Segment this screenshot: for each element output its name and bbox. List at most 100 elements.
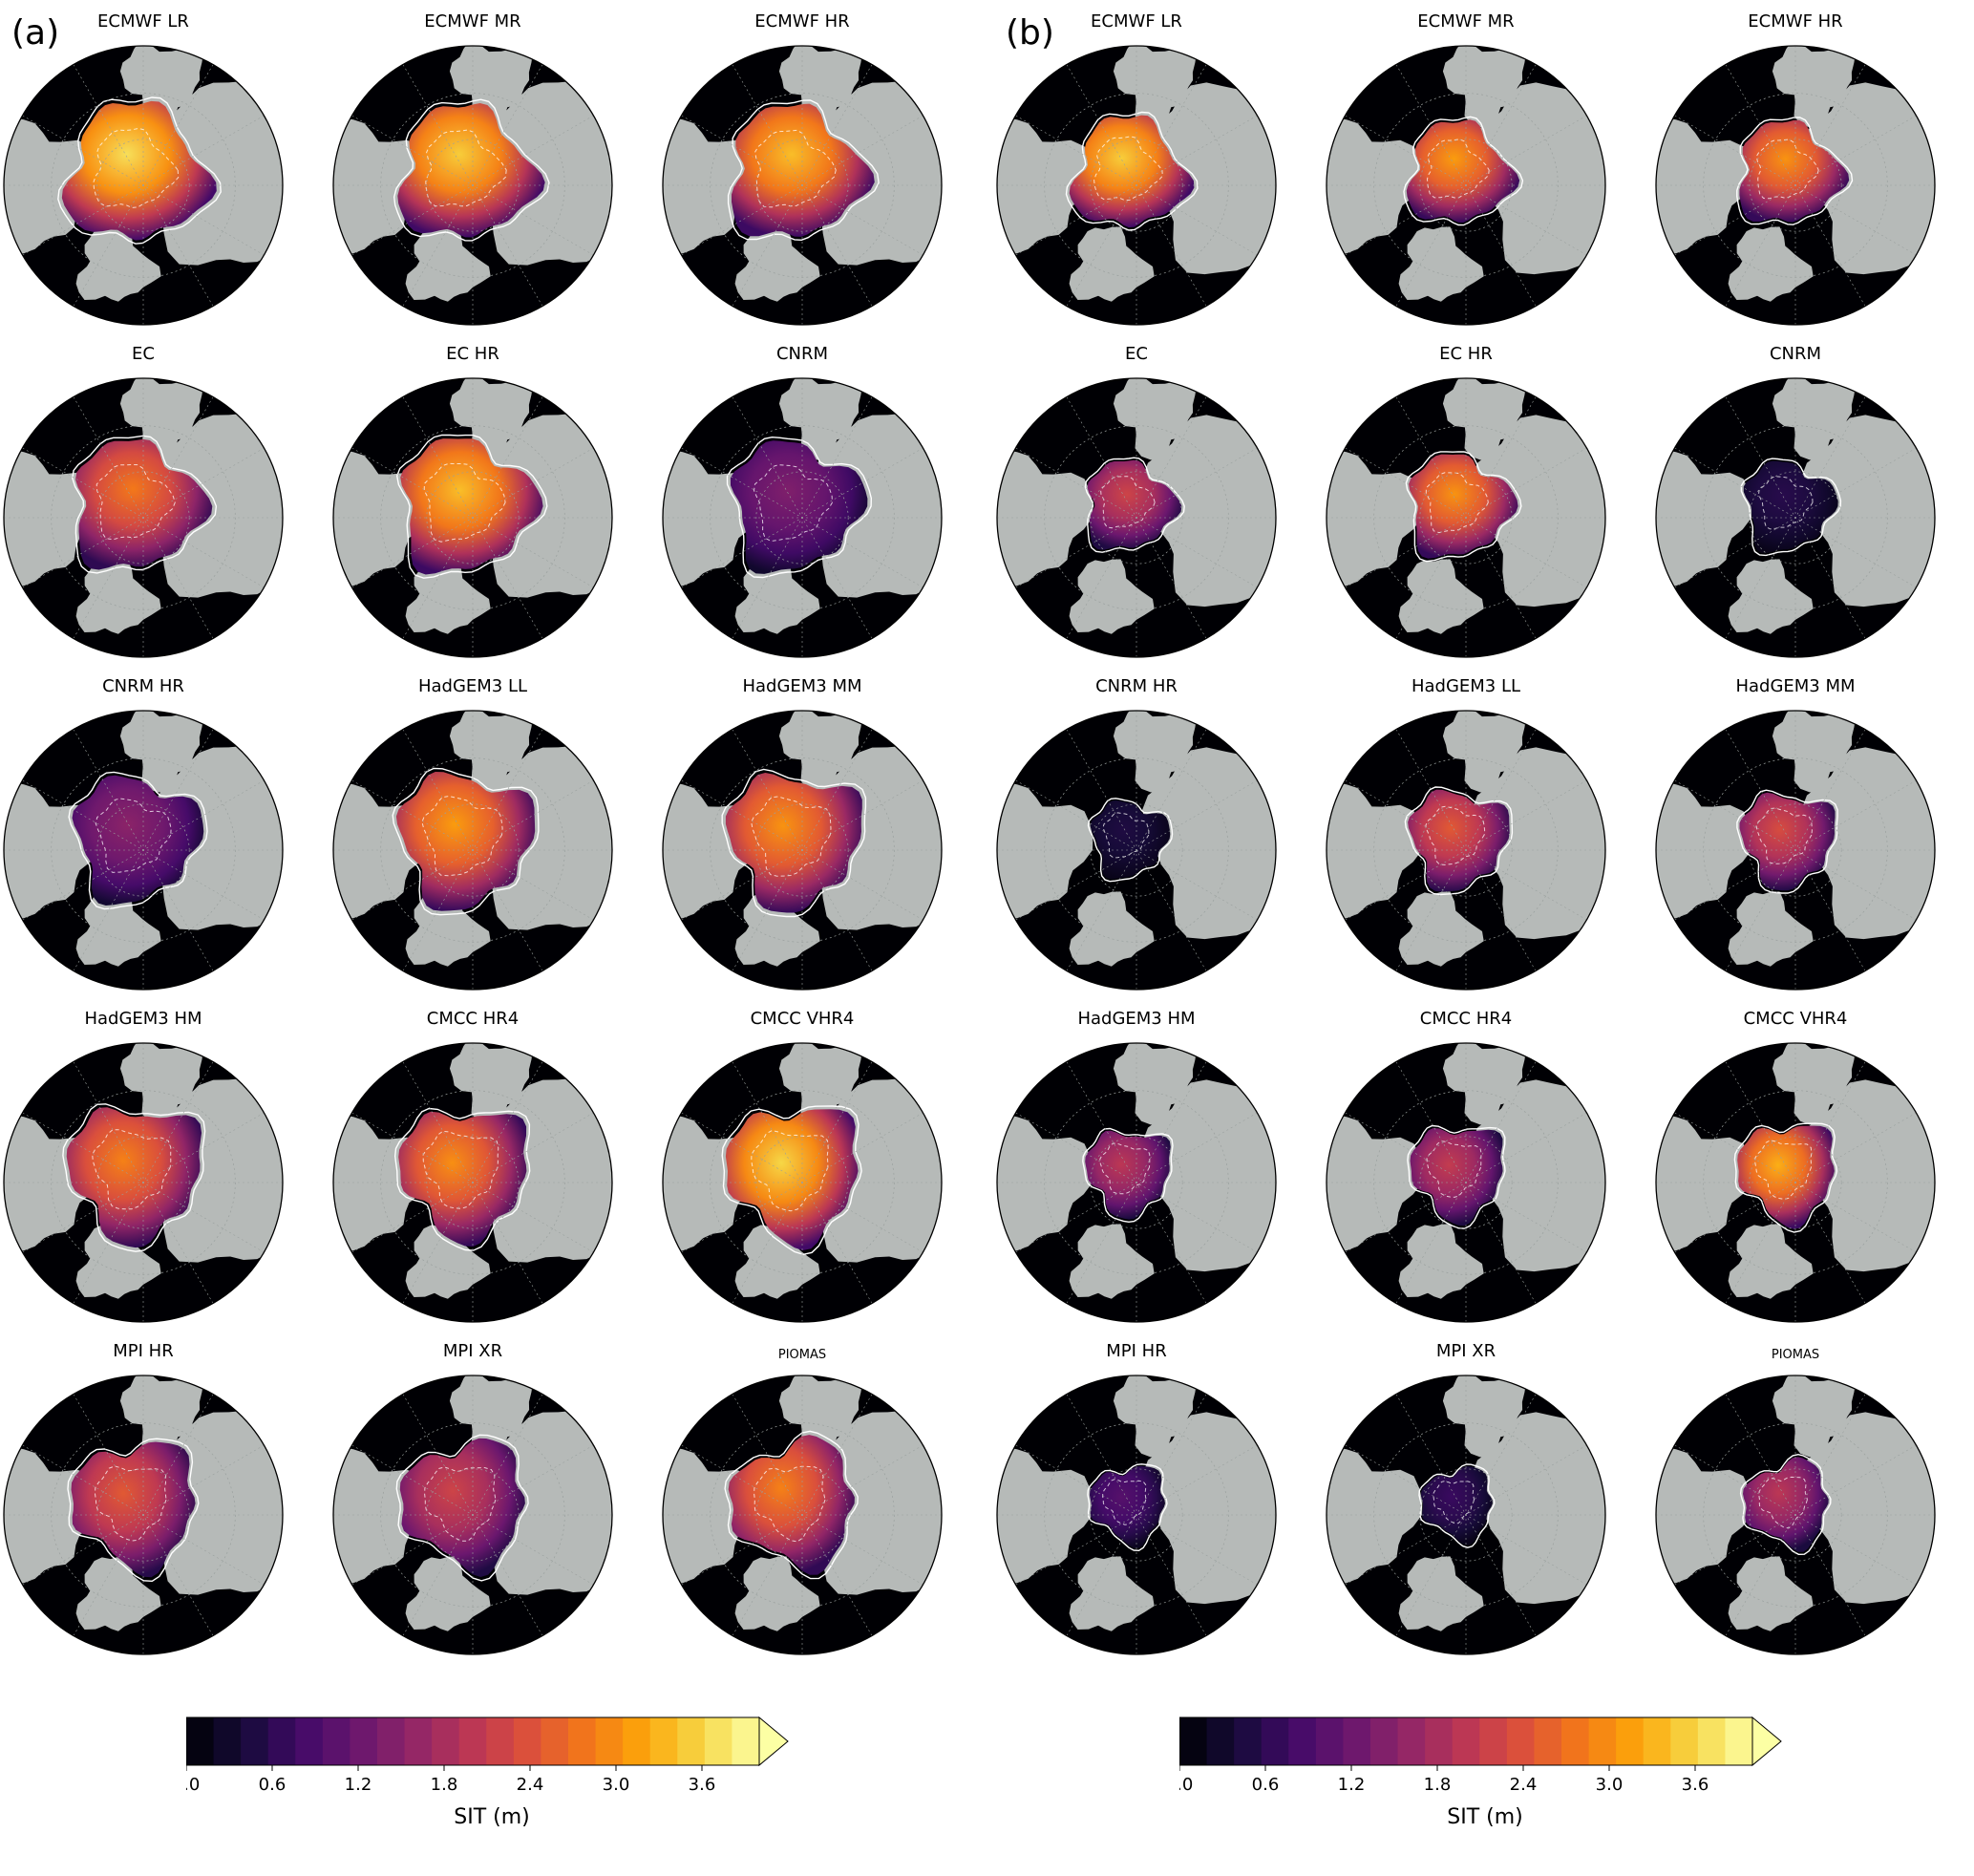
polar-map: [3, 1042, 284, 1323]
map-title: CNRM HR: [102, 676, 184, 696]
sea-ice-thickness: [725, 1109, 859, 1250]
land-greenland: [1728, 1224, 1814, 1299]
land-north-america: [1327, 1112, 1423, 1256]
map-panel: CMCC VHR4: [1652, 1009, 1939, 1323]
map-panel: HadGEM3 HM: [0, 1009, 287, 1323]
ice-edge-contour: [68, 771, 208, 910]
longitude-gridline: [1674, 447, 1917, 588]
land-greenland: [1728, 891, 1814, 967]
longitude-gridline: [681, 1444, 923, 1586]
polar-map: [332, 377, 613, 658]
colorbar-level: [1534, 1717, 1562, 1765]
colorbar-tick-label: 3.6: [689, 1775, 716, 1795]
map-panel: ECMWF HR: [1652, 11, 1939, 326]
latitude-gridline: [380, 1090, 565, 1275]
map-boundary: [332, 710, 613, 991]
map-boundary: [3, 377, 284, 658]
latitude-gridline: [380, 93, 565, 278]
colorbar-level: [1588, 1717, 1617, 1765]
land-siberia: [778, 1375, 863, 1458]
longitude-gridline: [22, 447, 265, 588]
land-eurasia: [158, 412, 283, 598]
colorbar-frame: [1179, 1716, 1752, 1766]
polar-map: [332, 1042, 613, 1323]
polar-map: [1655, 45, 1936, 326]
land-siberia: [1772, 46, 1857, 128]
longitude-gridline: [22, 115, 265, 256]
map-panel: EC: [0, 344, 287, 658]
longitude-gridline: [681, 115, 923, 256]
dashed-contour: [422, 1130, 499, 1209]
map-panel: ECMWF LR: [993, 11, 1280, 326]
map-panel: CMCC HR4: [329, 1009, 616, 1323]
longitude-gridline: [22, 1112, 265, 1253]
longitude-gridline: [351, 1444, 594, 1586]
map-boundary: [662, 1042, 943, 1323]
map-panel: CMCC VHR4: [659, 1009, 945, 1323]
polar-map: [332, 710, 613, 991]
colorbar-b-svg: 0.0 0.6 1.2 1.8 2.4 3.0 3.6: [1179, 1716, 1782, 1795]
land-greenland: [75, 226, 161, 302]
map-boundary: [1655, 377, 1936, 658]
map-title: MPI HR: [113, 1341, 174, 1361]
ice-edge-contour: [1087, 1463, 1168, 1552]
colorbar-level: [623, 1717, 651, 1765]
map-panel: HadGEM3 HM: [993, 1009, 1280, 1323]
land-north-america: [4, 1444, 100, 1588]
sea-ice-thickness: [1069, 115, 1195, 228]
latitude-gridline: [1373, 1090, 1559, 1275]
land-eurasia: [1142, 1412, 1276, 1605]
land-eurasia: [817, 1077, 942, 1263]
map-boundary: [996, 710, 1277, 991]
map-boundary: [1326, 1375, 1606, 1655]
sea-ice-thickness: [732, 103, 875, 237]
longitude-gridline: [1674, 1112, 1917, 1253]
land-eurasia: [1801, 415, 1935, 608]
land-eurasia: [487, 1077, 612, 1263]
colorbar-level: [458, 1717, 487, 1765]
colorbar-a-label: SIT (m): [454, 1805, 530, 1829]
land-eurasia: [1801, 1079, 1935, 1272]
latitude-gridline: [710, 425, 895, 610]
latitude-gridline: [755, 471, 849, 565]
polar-map: [662, 1042, 943, 1323]
colorbar-a-svg: 0.0 0.6 1.2 1.8 2.4 3.0 3.6: [186, 1716, 789, 1795]
map-title: ECMWF LR: [97, 11, 189, 32]
land-north-america: [4, 779, 100, 924]
land-eurasia: [487, 79, 612, 266]
sea-ice-thickness: [395, 772, 536, 911]
land-greenland: [405, 226, 491, 302]
land-north-america: [1656, 1112, 1752, 1256]
longitude-gridline: [1015, 447, 1258, 588]
map-boundary: [1655, 1375, 1936, 1655]
polar-map: [1326, 1375, 1606, 1655]
latitude-gridline: [51, 757, 236, 943]
colorbar-level: [1697, 1717, 1726, 1765]
latitude-gridline: [51, 1090, 236, 1275]
colorbar-level: [1479, 1717, 1508, 1765]
colorbar-tick-label: 1.2: [345, 1775, 372, 1795]
latitude-gridline: [426, 803, 520, 897]
colorbar-level: [649, 1717, 678, 1765]
colorbar-level: [1725, 1717, 1753, 1765]
land-north-america: [4, 447, 100, 591]
latitude-gridline: [51, 425, 236, 610]
map-title: HadGEM3 MM: [742, 676, 862, 696]
land-greenland: [75, 891, 161, 967]
polar-map: [996, 377, 1277, 658]
dashed-contour: [423, 462, 506, 543]
land-north-america: [333, 1444, 430, 1588]
longitude-gridline: [351, 447, 594, 588]
colorbar-level: [267, 1717, 296, 1765]
dashed-contour: [96, 463, 176, 541]
land-siberia: [119, 378, 204, 460]
colorbar-level: [1425, 1717, 1454, 1765]
longitude-gridline: [1345, 1112, 1587, 1253]
colorbar-a: 0.0 0.6 1.2 1.8 2.4 3.0 3.6 SIT (m): [186, 1700, 836, 1844]
longitude-gridline: [22, 779, 265, 921]
map-panel: HadGEM3 LL: [329, 676, 616, 991]
sea-ice-thickness: [730, 440, 868, 574]
land-north-america: [333, 447, 430, 591]
land-eurasia: [817, 79, 942, 266]
map-title: HadGEM3 LL: [417, 676, 528, 696]
